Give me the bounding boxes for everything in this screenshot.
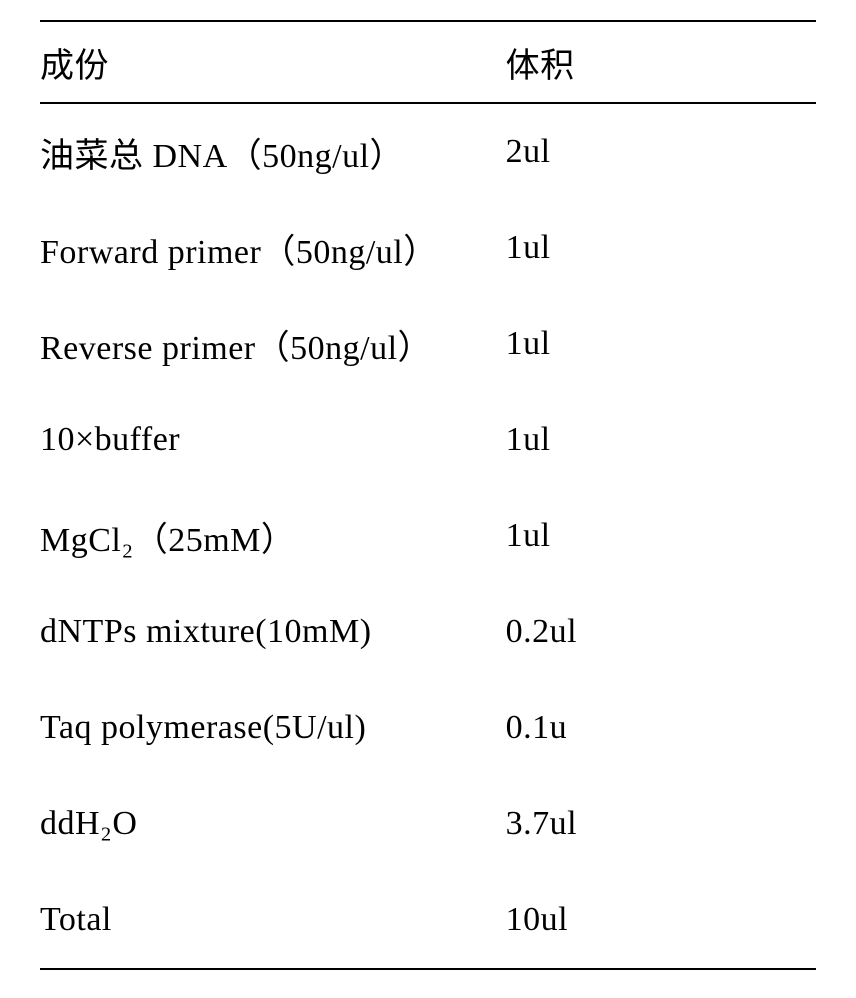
cell-component: dNTPs mixture(10mM) — [40, 584, 506, 680]
cell-volume: 0.2ul — [506, 584, 816, 680]
table-row: ddH₂O 3.7ul — [40, 776, 816, 872]
cell-volume: 3.7ul — [506, 776, 816, 872]
header-row: 成份 体积 — [40, 21, 816, 103]
cell-volume: 2ul — [506, 103, 816, 200]
cell-volume: 1ul — [506, 392, 816, 488]
cell-volume: 1ul — [506, 200, 816, 296]
cell-component: 10×buffer — [40, 392, 506, 488]
header-component: 成份 — [40, 21, 506, 103]
cell-volume: 1ul — [506, 296, 816, 392]
cell-component: Total — [40, 872, 506, 969]
table-row: Reverse primer（50ng/ul） 1ul — [40, 296, 816, 392]
cell-volume: 0.1u — [506, 680, 816, 776]
table-row: Forward primer（50ng/ul） 1ul — [40, 200, 816, 296]
cell-component: 油菜总 DNA（50ng/ul） — [40, 103, 506, 200]
cell-component: ddH₂O — [40, 776, 506, 872]
cell-volume: 1ul — [506, 488, 816, 584]
table-row: 油菜总 DNA（50ng/ul） 2ul — [40, 103, 816, 200]
table-row: dNTPs mixture(10mM) 0.2ul — [40, 584, 816, 680]
table-row: Taq polymerase(5U/ul) 0.1u — [40, 680, 816, 776]
table-row: 10×buffer 1ul — [40, 392, 816, 488]
table-row: MgCl₂（25mM） 1ul — [40, 488, 816, 584]
cell-component: Forward primer（50ng/ul） — [40, 200, 506, 296]
pcr-table: 成份 体积 油菜总 DNA（50ng/ul） 2ul Forward prime… — [40, 20, 816, 970]
cell-component: MgCl₂（25mM） — [40, 488, 506, 584]
cell-volume: 10ul — [506, 872, 816, 969]
page: 成份 体积 油菜总 DNA（50ng/ul） 2ul Forward prime… — [0, 0, 856, 998]
header-volume: 体积 — [506, 21, 816, 103]
cell-component: Reverse primer（50ng/ul） — [40, 296, 506, 392]
table-row: Total 10ul — [40, 872, 816, 969]
cell-component: Taq polymerase(5U/ul) — [40, 680, 506, 776]
